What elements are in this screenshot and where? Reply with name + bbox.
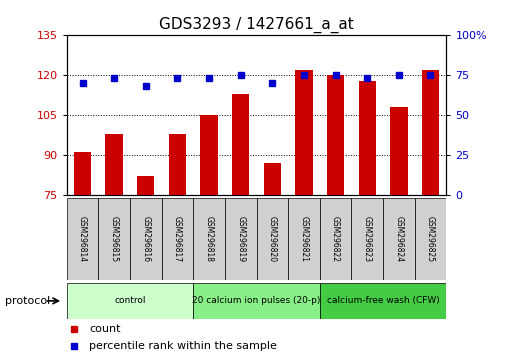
Bar (67, 283, 193, 319)
Bar (320, 198, 351, 280)
Bar (162, 198, 193, 280)
Bar (359, 80, 376, 195)
Bar (351, 198, 383, 280)
Text: 20 calcium ion pulses (20-p): 20 calcium ion pulses (20-p) (192, 296, 321, 306)
Bar (201, 115, 218, 195)
Text: percentile rank within the sample: percentile rank within the sample (89, 341, 278, 351)
Bar (232, 94, 249, 195)
Text: GSM296814: GSM296814 (78, 216, 87, 262)
Bar (169, 133, 186, 195)
Text: GSM296819: GSM296819 (236, 216, 245, 262)
Bar (415, 198, 446, 280)
Text: GSM296815: GSM296815 (110, 216, 119, 262)
Bar (383, 198, 415, 280)
Bar (193, 198, 225, 280)
Bar (295, 70, 312, 195)
Bar (67, 198, 98, 280)
Bar (98, 198, 130, 280)
Text: protocol: protocol (5, 296, 50, 306)
Bar (137, 176, 154, 195)
Text: GSM296817: GSM296817 (173, 216, 182, 262)
Text: GSM296823: GSM296823 (363, 216, 372, 262)
Text: count: count (89, 324, 121, 333)
Text: GSM296818: GSM296818 (205, 216, 213, 262)
Bar (390, 107, 407, 195)
Text: GSM296824: GSM296824 (394, 216, 403, 262)
Bar (256, 198, 288, 280)
Text: GSM296822: GSM296822 (331, 216, 340, 262)
Bar (288, 198, 320, 280)
Bar (264, 163, 281, 195)
Text: GSM296821: GSM296821 (300, 216, 308, 262)
Text: GSM296816: GSM296816 (141, 216, 150, 262)
Bar (320, 283, 446, 319)
Bar (74, 152, 91, 195)
Title: GDS3293 / 1427661_a_at: GDS3293 / 1427661_a_at (159, 16, 354, 33)
Bar (327, 75, 344, 195)
Text: control: control (114, 296, 146, 306)
Bar (193, 283, 320, 319)
Bar (225, 198, 256, 280)
Text: calcium-free wash (CFW): calcium-free wash (CFW) (327, 296, 440, 306)
Bar (130, 198, 162, 280)
Text: GSM296825: GSM296825 (426, 216, 435, 262)
Bar (106, 133, 123, 195)
Bar (422, 70, 439, 195)
Text: GSM296820: GSM296820 (268, 216, 277, 262)
